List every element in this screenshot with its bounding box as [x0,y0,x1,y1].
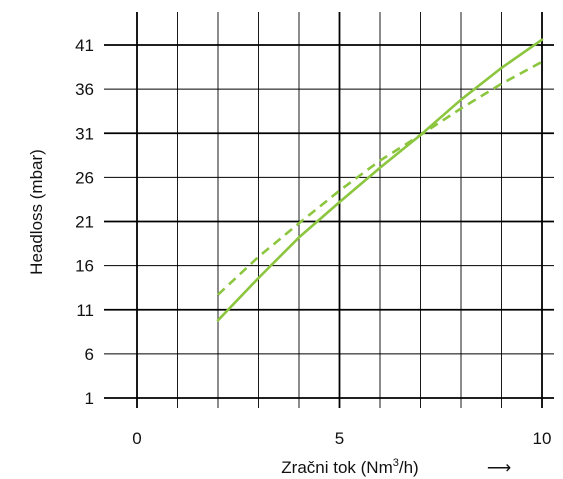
y-tick-label: 21 [75,213,94,232]
series-lines [216,38,544,322]
y-tick-label: 16 [75,257,94,276]
x-axis-label: Zračni tok (Nm3/h) [281,457,418,477]
x-axis-label-tail: /h) [399,458,419,477]
y-tick-label: 31 [75,124,94,143]
y-tick-label: 26 [75,168,94,187]
x-axis-label-main: Zračni tok (Nm [281,458,392,477]
x-tick-label: 10 [533,429,552,448]
solid-series-line [216,38,544,322]
chart-grid [104,12,554,408]
y-tick-label: 36 [75,80,94,99]
y-tick-label: 41 [75,36,94,55]
y-tick-label: 1 [85,389,94,408]
x-tick-labels: 0 5 10 [132,429,551,448]
y-tick-label: 6 [85,345,94,364]
x-tick-label: 0 [132,429,141,448]
x-axis-label-superscript: 3 [393,457,399,469]
x-axis-arrow: ⟶ [487,458,511,477]
dashed-series-line [217,60,543,296]
y-tick-label: 11 [76,301,94,320]
x-tick-label: 5 [335,429,344,448]
y-axis-label: Headloss (mbar) [27,149,46,275]
